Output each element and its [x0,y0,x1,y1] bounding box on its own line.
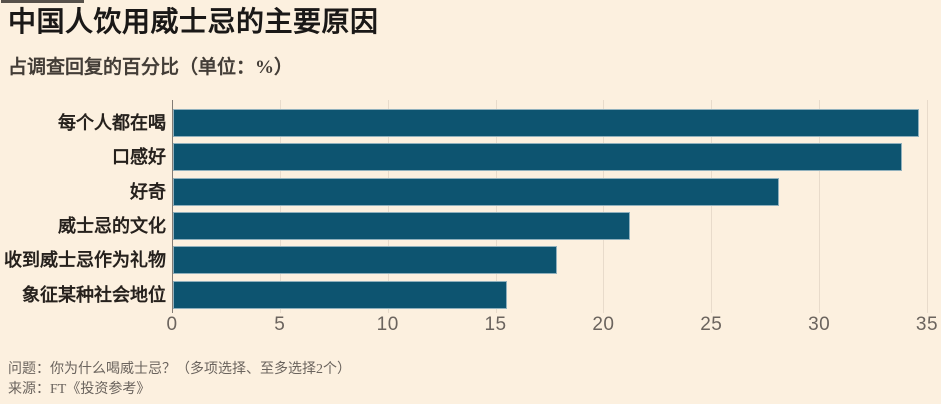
footnote-source: 来源：FT《投资参考》 [8,382,151,397]
gridline [387,100,389,313]
bar [173,246,557,275]
x-tick-label: 15 [484,314,507,335]
bar [173,280,508,309]
y-axis-line [172,100,173,313]
bar [173,143,903,172]
gridline [927,100,928,313]
gridline [711,100,713,313]
x-tick-label: 30 [808,314,831,335]
bar [173,177,780,206]
footnote: 问题：你为什么喝威士忌？（多项选择、至多选择2个） 来源：FT《投资参考》 [8,360,351,400]
gridline [819,100,821,313]
footnote-question: 问题：你为什么喝威士忌？（多项选择、至多选择2个） [8,362,351,377]
x-tick-label: 35 [915,314,939,335]
x-tick-label: 0 [166,314,178,335]
chart-subtitle: 占调查回复的百分比（单位：%） [8,57,294,78]
bar [173,109,920,137]
gridline [279,100,281,313]
plot-area [172,100,928,313]
category-labels: 每个人都在喝口感好好奇威士忌的文化收到威士忌作为礼物象征某种社会地位 [0,100,166,313]
category-label: 每个人都在喝 [58,113,166,133]
x-tick-label: 5 [274,314,286,335]
x-axis: 0 5 10 15 20 25 30 35 [166,314,937,340]
bar [173,211,631,240]
category-label: 象征某种社会地位 [22,284,166,305]
gridline [603,100,605,313]
x-tick-label: 20 [592,314,615,335]
chart-title: 中国人饮用威士忌的主要原因 [8,7,379,38]
category-label: 收到威士忌作为礼物 [4,250,166,271]
category-label: 威士忌的文化 [58,215,166,236]
category-label: 好奇 [130,181,166,202]
category-label: 口感好 [112,147,166,168]
top-rule [1,0,84,3]
gridline [495,100,497,313]
x-tick-label: 10 [376,314,399,335]
x-tick-label: 25 [700,314,723,335]
